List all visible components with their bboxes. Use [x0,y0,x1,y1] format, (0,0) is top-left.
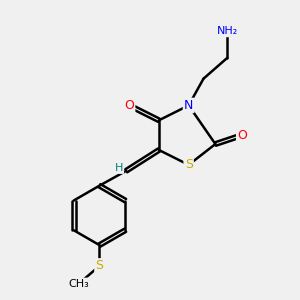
Text: N: N [184,99,193,112]
Text: O: O [124,99,134,112]
Text: O: O [237,129,247,142]
Text: S: S [184,158,193,171]
Text: H: H [115,163,123,173]
Text: CH₃: CH₃ [68,279,89,289]
Text: S: S [95,260,104,272]
Text: NH₂: NH₂ [217,26,238,36]
